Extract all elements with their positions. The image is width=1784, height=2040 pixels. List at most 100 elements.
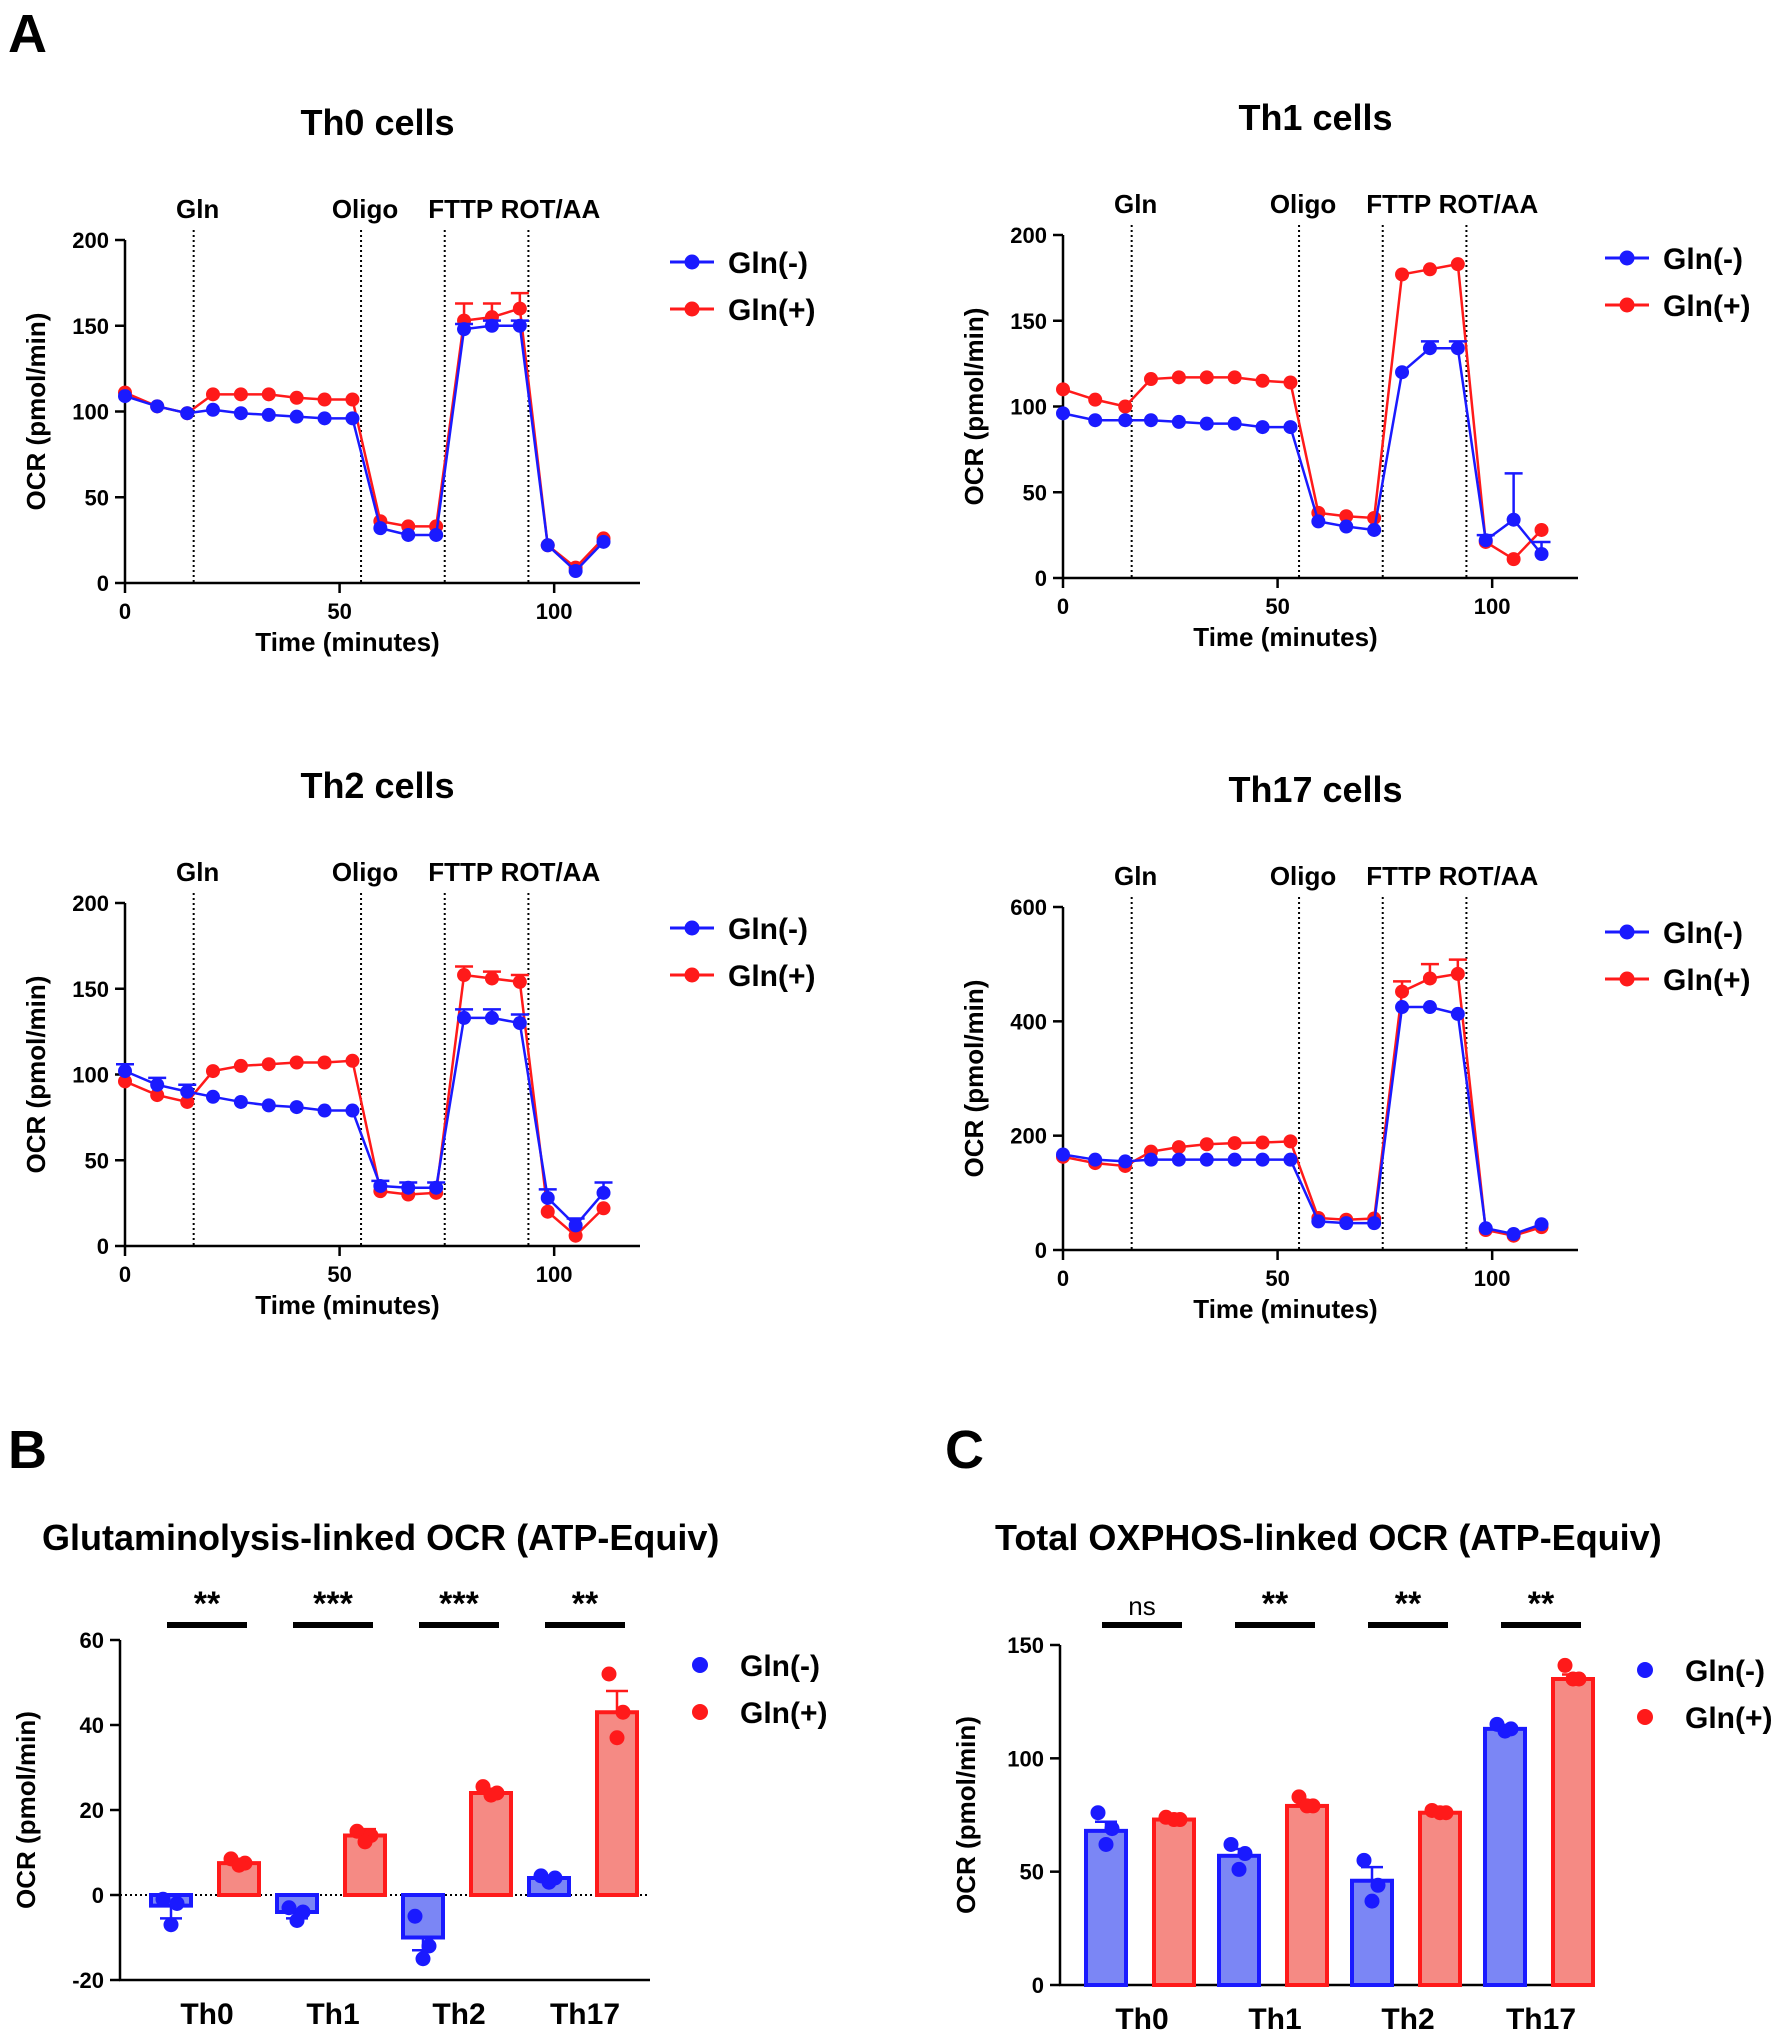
th17-data-point: [1422, 1000, 1437, 1015]
th1-y-axis-label: OCR (pmol/min): [959, 308, 989, 506]
th17-title: Th17 cells: [1228, 769, 1402, 810]
th2-data-point: [373, 1178, 388, 1193]
th1-data-point: [1422, 262, 1437, 277]
th2-data-point: [568, 1218, 583, 1233]
th0-event-label: FTTP: [428, 194, 493, 224]
th1-data-point: [1395, 267, 1410, 282]
th1-series-line-gln-plus: [1062, 262, 1543, 561]
oxphos-ytick-label: 50: [1020, 1860, 1044, 1885]
th1-data-point: [1056, 382, 1070, 397]
th1-data-point: [1118, 399, 1133, 414]
glut-replicate-point: [483, 1787, 499, 1803]
th2-ytick-label: 0: [97, 1234, 109, 1259]
th2-data-point: [205, 1089, 220, 1104]
oxphos-bar-th17-gln-plus: [1551, 1677, 1595, 1987]
th0-data-point: [233, 406, 248, 421]
th0-data-point: [373, 521, 388, 536]
th0-data-point: [512, 318, 527, 333]
th1-title: Th1 cells: [1238, 97, 1392, 138]
th1-chart: Th1 cells 0 50 100 150 200 0 50 100 Time (minutes…: [959, 97, 1751, 652]
th17-legend-label: Gln(+): [1663, 964, 1751, 997]
th0-xtick-label: 0: [119, 599, 131, 624]
oxphos-significance-label: **: [1262, 1585, 1289, 1623]
th2-data-point: [289, 1100, 304, 1115]
th0-data-point: [205, 387, 220, 402]
oxphos-replicate-point: [1364, 1893, 1380, 1909]
oxphos-replicate-point: [1497, 1723, 1513, 1739]
oxphos-replicate-point: [1557, 1657, 1573, 1673]
glut-ytick-label: 20: [80, 1798, 104, 1823]
th17-xtick-label: 0: [1057, 1266, 1069, 1291]
th2-data-point: [180, 1094, 195, 1109]
th17-data-point: [1171, 1152, 1186, 1167]
oxphos-replicate-point: [1098, 1836, 1114, 1852]
th1-data-point: [1199, 416, 1214, 431]
th1-xtick-label: 50: [1265, 594, 1289, 619]
glut-title: Glutaminolysis-linked OCR (ATP-Equiv): [42, 1517, 719, 1558]
th17-legend-marker: [1619, 971, 1635, 987]
glut-legend-marker: [692, 1657, 708, 1673]
th2-data-point: [484, 1010, 499, 1025]
th2-event-label: Gln: [176, 857, 219, 887]
th17-data-point: [1506, 1226, 1521, 1241]
th1-data-point: [1534, 522, 1549, 537]
glut-category-label: Th1: [306, 1998, 359, 2031]
th17-data-point: [1199, 1152, 1214, 1167]
th0-ytick-label: 200: [72, 228, 109, 253]
glut-category-label: Th0: [180, 1998, 233, 2031]
th1-data-point: [1171, 370, 1186, 385]
th1-data-point: [1506, 512, 1521, 527]
th1-data-point: [1171, 414, 1186, 429]
glut-legend-label: Gln(-): [740, 1650, 820, 1683]
oxphos-ytick-label: 100: [1007, 1746, 1044, 1771]
th17-xtick-label: 50: [1265, 1266, 1289, 1291]
th1-data-point: [1395, 365, 1410, 380]
th1-data-point: [1283, 375, 1298, 390]
th2-data-point: [457, 968, 472, 983]
th2-data-point: [568, 1228, 583, 1243]
th17-data-point: [1311, 1214, 1326, 1229]
th0-event-label: ROT/AA: [501, 194, 601, 224]
th0-data-point: [540, 538, 555, 553]
th17-data-point: [1450, 966, 1465, 981]
th17-chart: Th17 cells 0 200 400 600 0 50 100 Time (minutes)…: [959, 769, 1751, 1324]
th2-xtick-label: 50: [327, 1262, 351, 1287]
glut-ytick-label: 40: [80, 1713, 104, 1738]
oxphos-category-label: Th2: [1381, 2003, 1434, 2036]
th1-legend-label: Gln(+): [1663, 290, 1751, 323]
glut-legend-label: Gln(+): [740, 1697, 828, 1730]
th2-data-point: [180, 1084, 195, 1099]
oxphos-replicate-point: [1223, 1836, 1239, 1852]
oxphos-significance-label: ns: [1128, 1591, 1155, 1621]
th1-event-label: Oligo: [1270, 189, 1336, 219]
glut-replicate-point: [415, 1951, 431, 1967]
th2-legend-label: Gln(+): [728, 960, 816, 993]
th1-data-point: [1143, 372, 1158, 387]
oxphos-replicate-point: [1231, 1861, 1247, 1877]
th0-data-point: [317, 392, 332, 407]
th0-xtick-label: 50: [327, 599, 351, 624]
th1-data-point: [1478, 533, 1493, 548]
glut-replicate-point: [349, 1823, 365, 1839]
th1-data-point: [1339, 509, 1354, 524]
th17-event-label: FTTP: [1366, 861, 1431, 891]
th17-data-point: [1478, 1221, 1493, 1236]
th0-data-point: [429, 527, 444, 542]
oxphos-replicate-point: [1104, 1821, 1120, 1837]
th17-data-point: [1143, 1152, 1158, 1167]
oxphos-bar-th0-gln-minus: [1084, 1828, 1128, 1988]
th0-data-point: [512, 301, 527, 316]
th0-ytick-label: 0: [97, 571, 109, 596]
th2-event-label: Oligo: [332, 857, 398, 887]
oxphos-replicate-point: [1370, 1877, 1386, 1893]
th17-event-label: ROT/AA: [1439, 861, 1539, 891]
oxphos-ytick-label: 150: [1007, 1633, 1044, 1658]
glut-replicate-point: [615, 1704, 631, 1720]
glut-legend-marker: [692, 1704, 708, 1720]
oxphos-replicate-point: [1237, 1846, 1253, 1862]
th2-data-point: [512, 974, 527, 989]
th1-data-point: [1311, 514, 1326, 529]
glut-replicate-point: [169, 1896, 185, 1911]
th0-x-axis-label: Time (minutes): [255, 627, 439, 657]
th2-xtick-label: 100: [536, 1262, 573, 1287]
